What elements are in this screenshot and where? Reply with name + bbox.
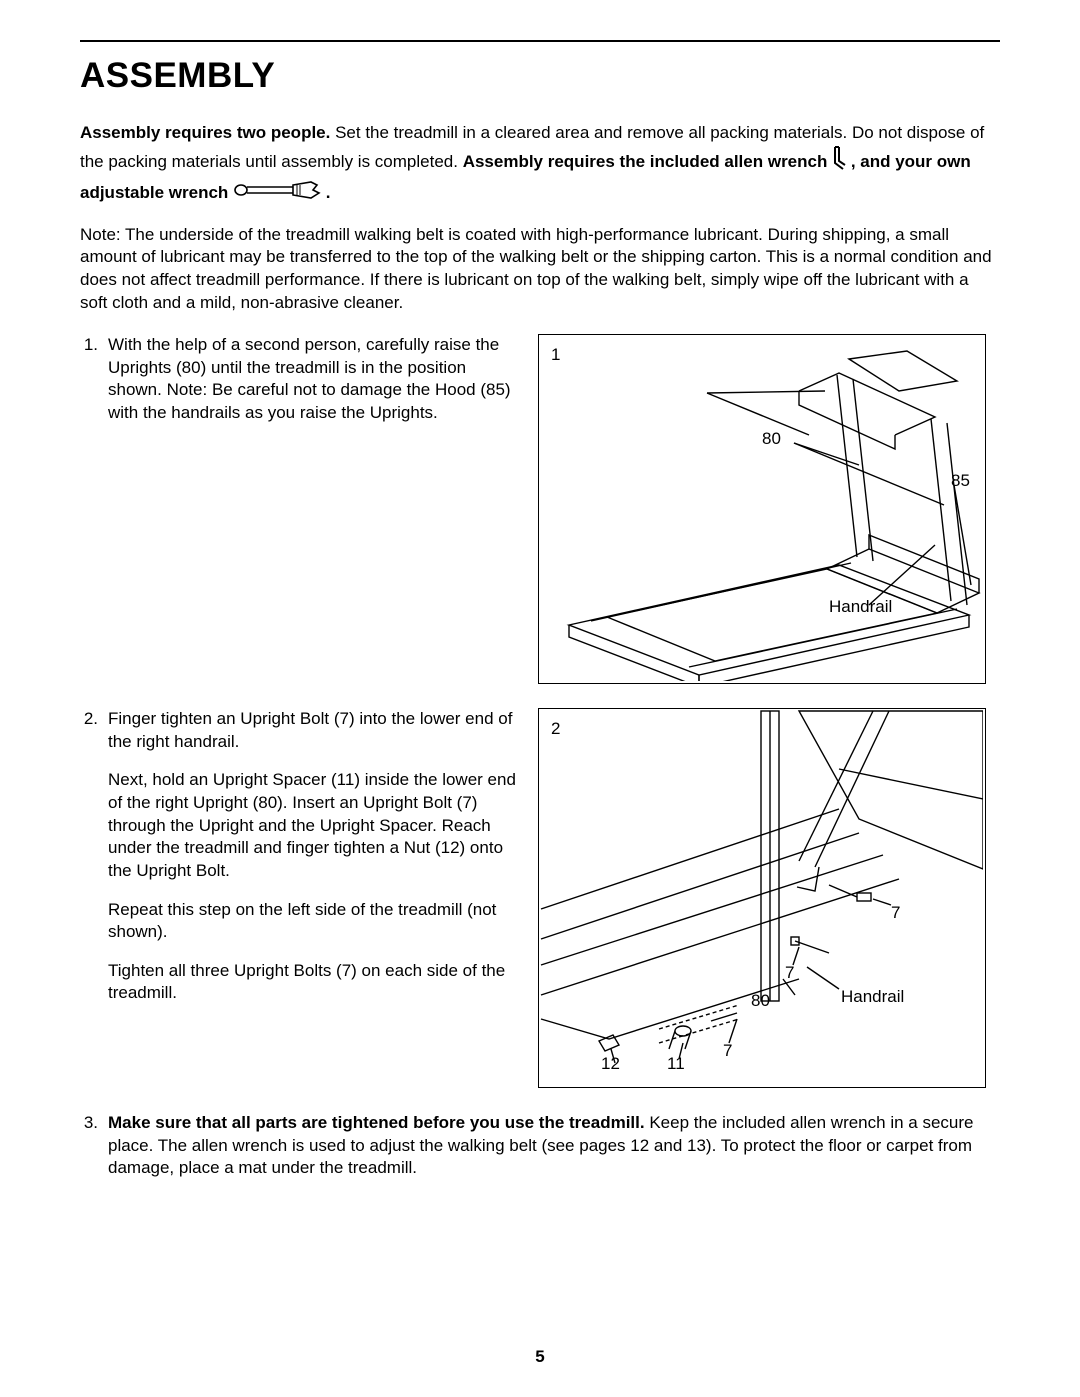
note-paragraph: Note: The underside of the treadmill wal… <box>80 224 1000 314</box>
step-2-text: 2. Finger tighten an Upright Bolt (7) in… <box>80 708 520 1021</box>
fig2-label-80: 80 <box>751 991 770 1011</box>
intro-bold-2: Assembly requires the included allen wre… <box>463 151 828 170</box>
fig1-label-handrail: Handrail <box>829 597 892 617</box>
figure-1: 1 80 85 Handrail <box>538 334 986 684</box>
step-2-number: 2. <box>80 708 98 1021</box>
step-1-body: With the help of a second person, carefu… <box>108 334 520 424</box>
fig2-label-12: 12 <box>601 1054 620 1074</box>
adjustable-wrench-icon <box>233 179 321 208</box>
intro-paragraph: Assembly requires two people. Set the tr… <box>80 122 1000 208</box>
fig2-label-7a: 7 <box>891 903 900 923</box>
figure-2-svg <box>539 709 983 1085</box>
step-1-text: 1. With the help of a second person, car… <box>80 334 520 440</box>
figure-1-svg <box>539 335 983 681</box>
step-2-p3: Repeat this step on the left side of the… <box>108 899 520 944</box>
intro-comma: , <box>846 151 860 170</box>
fig2-label-7b: 7 <box>785 963 794 983</box>
step-3-row: 3. Make sure that all parts are tightene… <box>80 1112 1000 1180</box>
step-1-row: 1. With the help of a second person, car… <box>80 334 1000 684</box>
page-title: ASSEMBLY <box>80 56 1000 96</box>
fig1-label-85: 85 <box>951 471 970 491</box>
page-number: 5 <box>0 1347 1080 1367</box>
step-3-number: 3. <box>80 1112 98 1180</box>
fig2-label-11: 11 <box>667 1054 685 1074</box>
fig2-label-handrail: Handrail <box>841 987 904 1007</box>
allen-wrench-icon <box>832 145 846 180</box>
step-2-p4: Tighten all three Upright Bolts (7) on e… <box>108 960 520 1005</box>
step-2-p2: Next, hold an Upright Spacer (11) inside… <box>108 769 520 882</box>
step-1-number: 1. <box>80 334 98 440</box>
intro-bold-1: Assembly requires two people. <box>80 123 330 142</box>
fig1-corner-label: 1 <box>551 345 560 365</box>
step-2-p1: Finger tighten an Upright Bolt (7) into … <box>108 708 520 753</box>
fig1-label-80: 80 <box>762 429 781 449</box>
intro-period: . <box>321 183 330 202</box>
top-rule <box>80 40 1000 42</box>
fig2-label-7c: 7 <box>723 1041 732 1061</box>
fig2-corner-label: 2 <box>551 719 560 739</box>
step-3-bold: Make sure that all parts are tightened b… <box>108 1113 645 1132</box>
figure-2: 2 7 7 7 11 12 80 Handrail <box>538 708 986 1088</box>
step-2-row: 2. Finger tighten an Upright Bolt (7) in… <box>80 708 1000 1088</box>
